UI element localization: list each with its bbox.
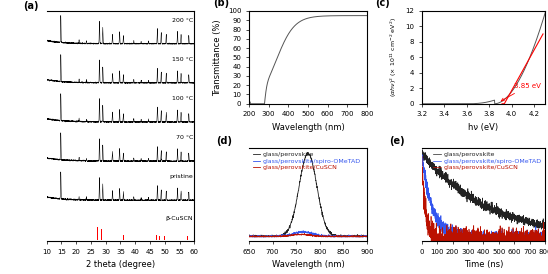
X-axis label: hν (eV): hν (eV) [469, 123, 499, 132]
glass/perovskite/CuSCN [347, 235, 354, 238]
Text: 3.85 eV: 3.85 eV [501, 83, 541, 101]
glass/perovskite [253, 235, 259, 238]
Text: (b): (b) [213, 0, 230, 8]
glass/perovskite [321, 219, 328, 223]
Line: glass/perovskite/spiro-OMeTAD: glass/perovskite/spiro-OMeTAD [249, 231, 367, 237]
glass/perovskite/spiro-OMeTAD [347, 234, 354, 238]
Bar [156, 235, 157, 240]
glass/perovskite/CuSCN [428, 222, 435, 225]
glass/perovskite [428, 163, 435, 166]
Text: 150 °C: 150 °C [172, 57, 193, 62]
glass/perovskite/CuSCN [433, 239, 439, 243]
glass/perovskite [364, 235, 370, 238]
Text: pristine: pristine [169, 174, 193, 179]
glass/perovskite/spiro-OMeTAD [476, 231, 482, 235]
glass/perovskite [433, 165, 439, 169]
Bar [159, 236, 160, 240]
glass/perovskite/spiro-OMeTAD [335, 235, 342, 239]
glass/perovskite/spiro-OMeTAD [253, 235, 260, 238]
glass/perovskite [489, 201, 495, 204]
glass/perovskite/CuSCN [471, 238, 477, 242]
Bar [123, 235, 124, 240]
Bar [187, 236, 188, 240]
Bar [119, 235, 120, 240]
glass/perovskite/CuSCN [253, 235, 259, 239]
glass/perovskite/spiro-OMeTAD [246, 235, 252, 238]
Line: glass/perovskite: glass/perovskite [421, 150, 545, 231]
glass/perovskite/spiro-OMeTAD [318, 234, 324, 237]
glass/perovskite/spiro-OMeTAD [542, 235, 548, 238]
Text: 70 °C: 70 °C [175, 135, 193, 140]
glass/perovskite/spiro-OMeTAD [428, 201, 435, 205]
glass/perovskite/spiro-OMeTAD [471, 235, 477, 239]
Line: glass/perovskite: glass/perovskite [249, 153, 367, 236]
glass/perovskite [540, 229, 547, 232]
Text: (a): (a) [23, 1, 38, 11]
glass/perovskite/CuSCN [301, 232, 307, 235]
glass/perovskite/spiro-OMeTAD [364, 235, 370, 238]
glass/perovskite [418, 149, 425, 152]
glass/perovskite [542, 222, 548, 225]
glass/perovskite/CuSCN [364, 235, 370, 239]
glass/perovskite [315, 189, 321, 192]
Y-axis label: Transmittance (%): Transmittance (%) [213, 19, 222, 96]
glass/perovskite/CuSCN [476, 231, 482, 234]
Text: 100 °C: 100 °C [172, 96, 193, 101]
glass/perovskite/CuSCN [428, 239, 435, 243]
glass/perovskite/spiro-OMeTAD [300, 229, 307, 232]
glass/perovskite [347, 234, 354, 237]
glass/perovskite/spiro-OMeTAD [448, 239, 454, 243]
glass/perovskite [473, 200, 480, 204]
glass/perovskite/spiro-OMeTAD [247, 235, 254, 239]
glass/perovskite [304, 151, 311, 154]
Text: (d): (d) [216, 136, 232, 146]
glass/perovskite/CuSCN [317, 235, 324, 238]
glass/perovskite [246, 235, 252, 238]
X-axis label: 2 theta (degree): 2 theta (degree) [86, 260, 155, 269]
glass/perovskite [476, 199, 482, 202]
glass/perovskite/spiro-OMeTAD [433, 216, 439, 219]
glass/perovskite/spiro-OMeTAD [321, 234, 328, 238]
Text: (e): (e) [390, 136, 405, 146]
glass/perovskite/CuSCN [315, 234, 321, 238]
glass/perovskite/CuSCN [542, 239, 548, 243]
glass/perovskite/spiro-OMeTAD [489, 239, 495, 243]
Y-axis label: $(\alpha h\nu)^2$ ($\times$ 10$^{11}$ cm$^{-2}$ eV$^2$): $(\alpha h\nu)^2$ ($\times$ 10$^{11}$ cm… [389, 18, 399, 97]
glass/perovskite/CuSCN [418, 155, 425, 158]
glass/perovskite/CuSCN [473, 235, 480, 238]
Line: glass/perovskite/CuSCN: glass/perovskite/CuSCN [421, 156, 545, 241]
X-axis label: Wavelength (nm): Wavelength (nm) [272, 260, 344, 269]
Text: β-CuSCN: β-CuSCN [165, 216, 193, 221]
X-axis label: Time (ns): Time (ns) [464, 260, 503, 269]
glass/perovskite [419, 148, 425, 151]
glass/perovskite/CuSCN [321, 235, 328, 238]
glass/perovskite [317, 206, 324, 210]
glass/perovskite/CuSCN [419, 155, 425, 158]
Text: (c): (c) [375, 0, 390, 8]
Bar [61, 217, 62, 240]
glass/perovskite [335, 235, 342, 238]
Text: 200 °C: 200 °C [172, 18, 193, 22]
glass/perovskite/CuSCN [246, 235, 252, 239]
X-axis label: Wavelength (nm): Wavelength (nm) [272, 123, 344, 132]
glass/perovskite/CuSCN [489, 231, 495, 235]
glass/perovskite [471, 201, 477, 204]
Legend: glass/perovskite, glass/perovskite/spiro-OMeTAD, glass/perovskite/CuSCN: glass/perovskite, glass/perovskite/spiro… [252, 152, 361, 171]
glass/perovskite/CuSCN [335, 235, 342, 238]
glass/perovskite/spiro-OMeTAD [418, 151, 425, 155]
glass/perovskite/spiro-OMeTAD [315, 233, 321, 237]
Legend: glass/perovskite, glass/perovskite/spiro-OMeTAD, glass/perovskite/CuSCN: glass/perovskite, glass/perovskite/spiro… [433, 152, 542, 171]
Line: glass/perovskite/CuSCN: glass/perovskite/CuSCN [249, 233, 367, 237]
glass/perovskite/spiro-OMeTAD [473, 239, 480, 243]
Line: glass/perovskite/spiro-OMeTAD: glass/perovskite/spiro-OMeTAD [421, 153, 545, 241]
